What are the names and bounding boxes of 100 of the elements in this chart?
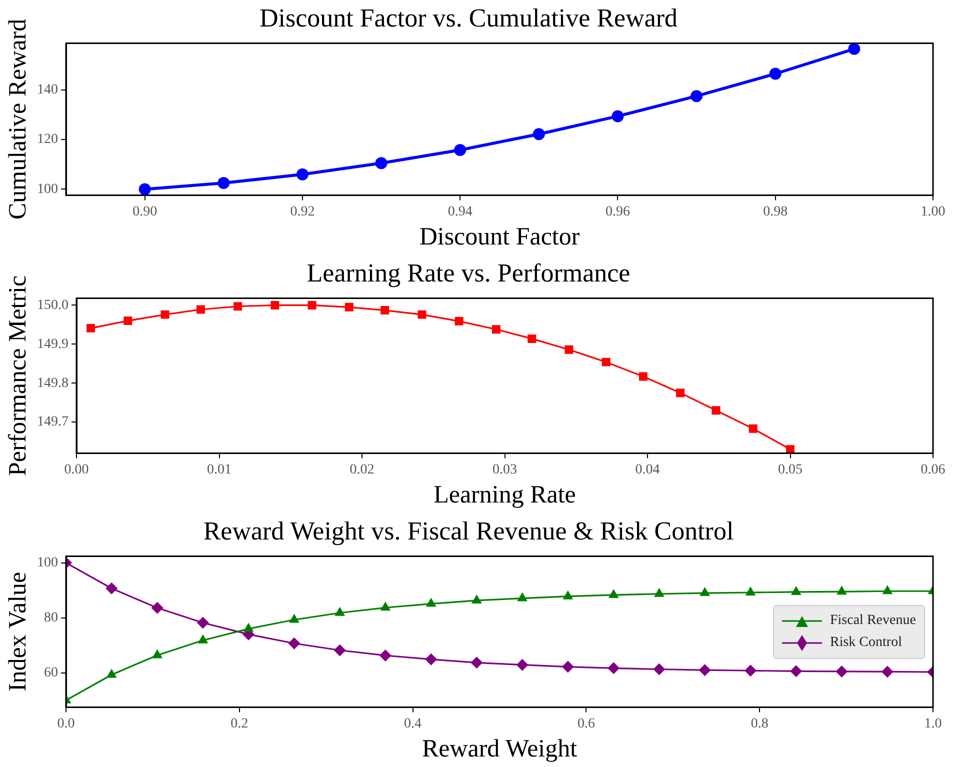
x-tick-label: 0.6 — [577, 716, 595, 732]
point — [638, 372, 648, 381]
point — [218, 177, 230, 190]
y-tick-label: 80 — [44, 610, 58, 626]
point — [836, 665, 848, 678]
point — [152, 649, 162, 658]
point — [379, 649, 392, 662]
legend-label: Risk Control — [830, 634, 902, 651]
y-tick-label: 100 — [37, 182, 58, 197]
point — [744, 664, 756, 677]
x-tick-label: 0.90 — [132, 204, 158, 220]
y-tick-label: 150.0 — [37, 298, 68, 313]
y-tick-label: 149.8 — [37, 376, 68, 391]
point — [106, 582, 118, 594]
point — [769, 68, 782, 80]
x-tick-label: 0.2 — [230, 716, 248, 732]
x-tick-label: 0.96 — [605, 204, 630, 220]
point — [380, 602, 391, 611]
x-tick-label: 0.03 — [492, 462, 517, 478]
point — [470, 656, 483, 669]
point — [289, 614, 300, 623]
x-tick-label: 0.06 — [920, 462, 946, 478]
point — [748, 424, 758, 433]
point — [334, 644, 346, 656]
y-tick-label: 120 — [37, 132, 58, 148]
point — [380, 306, 390, 315]
point — [786, 445, 794, 454]
y-axis-title: Performance Metric — [4, 275, 32, 476]
x-tick-label: 1.00 — [920, 204, 946, 220]
point — [745, 586, 756, 596]
x-tick-label: 0.05 — [778, 462, 802, 478]
point — [296, 168, 308, 180]
y-tick-label: 100 — [37, 555, 58, 570]
point — [528, 334, 536, 343]
point — [700, 587, 710, 596]
point — [138, 183, 151, 196]
legend-label: Fiscal Revenue — [830, 612, 916, 629]
point — [151, 602, 164, 614]
point — [375, 157, 388, 170]
point — [426, 598, 436, 607]
point — [882, 585, 893, 594]
point — [516, 658, 528, 671]
x-tick-label: 0.01 — [207, 462, 232, 478]
x-tick-label: 0.4 — [404, 716, 422, 732]
x-tick-label: 0.04 — [635, 462, 660, 478]
point — [653, 663, 666, 676]
point — [608, 662, 620, 674]
point — [124, 316, 132, 326]
y-tick-label: 149.7 — [37, 414, 68, 430]
point — [492, 325, 500, 334]
y-tick-label: 140 — [37, 82, 58, 98]
x-tick-label: 0.00 — [64, 462, 89, 478]
point — [418, 310, 426, 319]
y-axis-title: Cumulative Reward — [4, 18, 32, 220]
point — [425, 653, 438, 666]
x-axis-title: Learning Rate — [434, 482, 576, 509]
point — [198, 634, 208, 644]
point — [308, 300, 316, 310]
x-tick-label: 0.98 — [763, 204, 788, 220]
point — [654, 588, 664, 597]
point — [602, 358, 610, 366]
x-tick-label: 0.92 — [290, 204, 315, 220]
point — [334, 606, 345, 616]
point — [472, 594, 482, 604]
point — [196, 616, 209, 629]
point — [270, 300, 280, 310]
y-axis-title: Index Value — [4, 572, 32, 692]
point — [454, 316, 464, 326]
x-axis-title: Discount Factor — [419, 224, 580, 251]
point — [676, 388, 685, 398]
x-tick-label: 1.0 — [924, 716, 942, 732]
x-tick-label: 0.0 — [57, 716, 75, 732]
point — [234, 302, 242, 311]
point — [836, 586, 847, 595]
chart-title: Reward Weight vs. Fiscal Revenue & Risk Control — [203, 516, 734, 546]
point — [881, 666, 894, 678]
point — [612, 110, 624, 122]
chart-title: Learning Rate vs. Performance — [306, 258, 630, 288]
y-tick-label: 60 — [44, 665, 58, 680]
point — [532, 128, 545, 140]
point — [562, 590, 574, 600]
point — [517, 592, 528, 602]
point — [288, 637, 300, 650]
x-axis-title: Reward Weight — [422, 736, 578, 763]
x-tick-label: 0.94 — [448, 204, 472, 220]
point — [698, 664, 711, 676]
point — [790, 665, 802, 678]
chart-title: Discount Factor vs. Cumulative Reward — [259, 3, 678, 32]
point — [690, 90, 703, 102]
point — [712, 406, 720, 415]
point — [86, 324, 96, 332]
point — [454, 144, 466, 156]
point — [608, 588, 619, 598]
point — [562, 660, 574, 673]
point — [848, 43, 860, 55]
x-tick-label: 0.8 — [750, 716, 768, 732]
point — [790, 586, 802, 595]
point — [160, 310, 170, 319]
point — [564, 345, 574, 354]
point — [344, 302, 354, 312]
